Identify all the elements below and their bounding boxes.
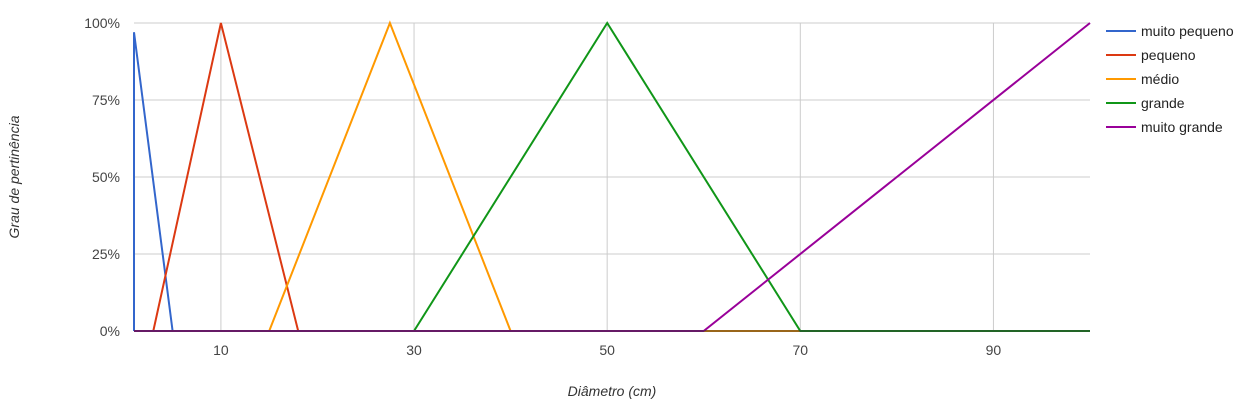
series-line [152, 22, 300, 332]
y-tick-label: 0% [100, 323, 120, 339]
x-tick-label: 50 [599, 342, 615, 358]
axes: 0% 25% 50% 75% 100% 10 30 50 70 90 [84, 15, 1090, 358]
legend-item[interactable]: muito pequeno [1106, 23, 1234, 39]
legend-label: muito pequeno [1141, 23, 1234, 39]
x-tick-label: 90 [986, 342, 1002, 358]
legend: muito pequeno pequeno médio grande muito gra… [1106, 23, 1234, 135]
x-tick-label: 30 [406, 342, 422, 358]
legend-item[interactable]: médio [1106, 71, 1179, 87]
legend-item[interactable]: pequeno [1106, 47, 1196, 63]
series-line [133, 32, 174, 332]
y-tick-label: 25% [92, 246, 120, 262]
y-tick-label: 75% [92, 92, 120, 108]
y-tick-label: 50% [92, 169, 120, 185]
y-tick-label: 100% [84, 15, 120, 31]
legend-label: pequeno [1141, 47, 1196, 63]
y-axis-title: Grau de pertinência [6, 115, 22, 238]
x-tick-label: 70 [793, 342, 809, 358]
legend-label: médio [1141, 71, 1179, 87]
x-axis-title: Diâmetro (cm) [568, 383, 657, 399]
legend-item[interactable]: grande [1106, 95, 1185, 111]
legend-item[interactable]: muito grande [1106, 119, 1223, 135]
legend-label: muito grande [1141, 119, 1223, 135]
legend-label: grande [1141, 95, 1185, 111]
grid [134, 22, 1090, 331]
x-tick-label: 10 [213, 342, 229, 358]
